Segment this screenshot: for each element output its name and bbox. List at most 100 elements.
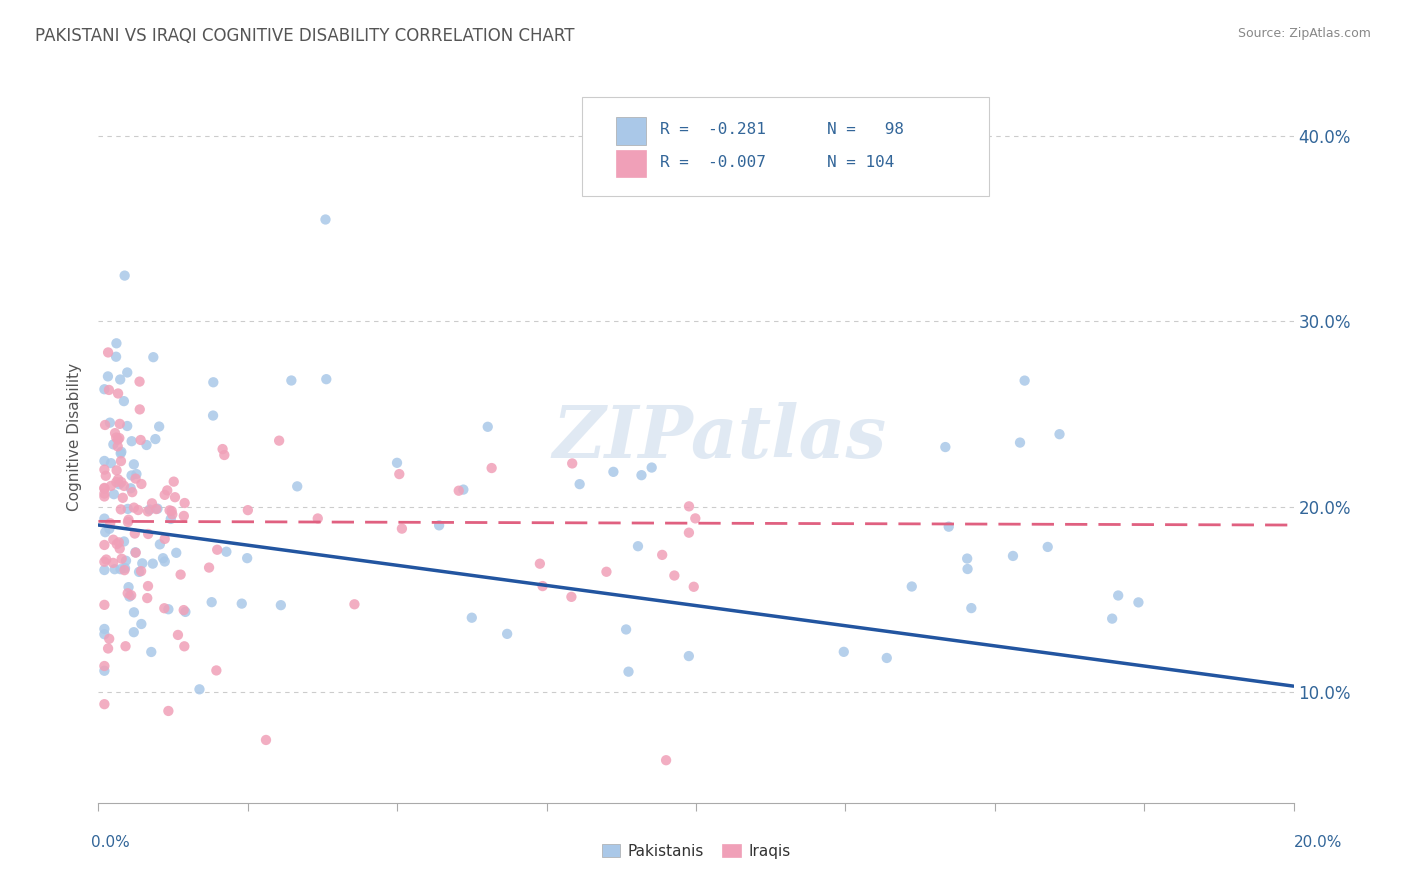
Point: [202, 409, 225, 423]
Point: [188, 682, 211, 697]
Point: [1001, 549, 1024, 563]
Point: [94, 525, 117, 540]
Point: [162, 508, 184, 522]
Point: [159, 512, 181, 526]
Point: [131, 477, 153, 491]
Point: [129, 564, 152, 578]
Point: [685, 511, 707, 525]
Point: [93, 482, 115, 496]
Point: [529, 557, 551, 571]
Point: [1036, 540, 1059, 554]
Point: [125, 467, 148, 481]
Point: [427, 518, 450, 533]
Point: [112, 479, 135, 493]
Point: [453, 483, 475, 497]
Point: [122, 605, 145, 619]
Point: [236, 503, 259, 517]
Point: [98, 516, 121, 531]
Point: [122, 500, 145, 515]
Point: [97, 369, 120, 384]
Point: [160, 504, 183, 518]
Point: [107, 472, 129, 486]
Point: [93, 481, 115, 495]
Point: [682, 580, 704, 594]
Point: [169, 567, 191, 582]
Point: [129, 433, 152, 447]
Y-axis label: Cognitive Disability: Cognitive Disability: [67, 363, 83, 511]
Point: [110, 562, 132, 576]
Point: [131, 557, 153, 571]
Point: [121, 434, 143, 449]
Point: [832, 645, 855, 659]
Point: [496, 627, 519, 641]
Point: [231, 597, 253, 611]
Point: [117, 501, 139, 516]
Point: [173, 496, 195, 510]
Point: [96, 552, 118, 566]
Point: [93, 486, 115, 500]
Point: [146, 501, 169, 516]
Point: [97, 345, 120, 359]
Point: [627, 539, 650, 553]
Point: [315, 372, 337, 386]
Point: [391, 522, 413, 536]
Point: [104, 426, 127, 441]
Point: [149, 537, 172, 551]
Point: [156, 483, 179, 498]
Point: [108, 477, 131, 491]
Point: [678, 500, 700, 514]
Point: [105, 336, 128, 351]
Text: Source: ZipAtlas.com: Source: ZipAtlas.com: [1237, 27, 1371, 40]
Point: [343, 597, 366, 611]
Point: [98, 416, 121, 430]
Point: [145, 432, 167, 446]
Text: 20.0%: 20.0%: [1295, 836, 1343, 850]
Point: [198, 560, 221, 574]
Point: [153, 488, 176, 502]
Point: [117, 586, 139, 600]
Point: [163, 475, 186, 489]
Point: [124, 472, 146, 486]
Point: [214, 448, 236, 462]
Point: [120, 588, 142, 602]
Point: [93, 697, 115, 711]
Point: [153, 532, 176, 546]
Point: [614, 623, 637, 637]
Point: [167, 628, 190, 642]
Point: [201, 595, 224, 609]
Point: [678, 525, 700, 540]
Point: [315, 212, 337, 227]
Point: [103, 437, 125, 451]
Point: [110, 502, 132, 516]
Point: [108, 417, 131, 431]
Point: [280, 374, 302, 388]
Point: [117, 513, 139, 527]
Point: [103, 533, 125, 547]
Point: [447, 483, 470, 498]
Point: [122, 625, 145, 640]
FancyBboxPatch shape: [582, 97, 988, 195]
Point: [117, 515, 139, 529]
Point: [641, 460, 664, 475]
Bar: [616, 117, 645, 145]
Point: [93, 490, 115, 504]
Point: [141, 645, 163, 659]
Point: [107, 439, 129, 453]
Legend: Pakistanis, Iraqis: Pakistanis, Iraqis: [595, 838, 797, 864]
Point: [122, 458, 145, 472]
Point: [117, 580, 139, 594]
Point: [678, 649, 700, 664]
Point: [124, 526, 146, 541]
Point: [108, 431, 131, 445]
Point: [205, 664, 228, 678]
Point: [105, 475, 128, 490]
Point: [568, 477, 591, 491]
Point: [110, 446, 132, 460]
Point: [617, 665, 640, 679]
Point: [202, 376, 225, 390]
Point: [211, 442, 233, 456]
Point: [94, 468, 117, 483]
Text: N =   98: N = 98: [827, 122, 904, 137]
Point: [93, 454, 115, 468]
Text: R =  -0.281: R = -0.281: [661, 122, 766, 137]
